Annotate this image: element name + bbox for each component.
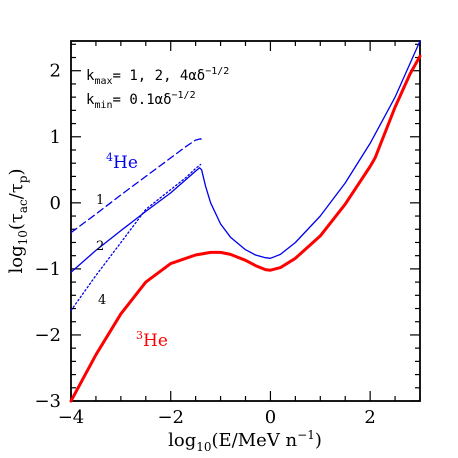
curve-label-4: 4 <box>98 293 106 308</box>
series-he4-k2 <box>70 40 421 273</box>
series-he3 <box>69 54 422 403</box>
tick-labels: −4 −2 0 2 −3 −2 −1 0 1 2 <box>34 61 375 428</box>
x-tick-label: −2 <box>157 407 184 428</box>
series-he4-k1 <box>70 138 204 234</box>
y-tick-label: 2 <box>50 61 61 82</box>
x-axis-label: log10(E/MeV n−1) <box>168 428 322 454</box>
y-tick-label: 0 <box>50 193 61 214</box>
y-axis-label: log10(τac/τp) <box>6 168 30 273</box>
curve-label-2: 2 <box>96 239 104 254</box>
axis-ticks <box>70 41 421 402</box>
y-tick-label: −3 <box>34 391 61 412</box>
x-tick-label: 0 <box>265 407 276 428</box>
series-lines <box>69 40 422 403</box>
series-he4-k4 <box>70 163 202 312</box>
x-tick-label: 2 <box>364 407 375 428</box>
y-tick-label: −1 <box>34 259 61 280</box>
curve-label-1: 1 <box>96 193 104 208</box>
he3-label: 3He <box>136 329 168 351</box>
x-tick-label: −4 <box>58 407 85 428</box>
y-tick-label: −2 <box>34 325 61 346</box>
y-tick-label: 1 <box>50 127 61 148</box>
annotation-kmax: kmax= 1, 2, 4αδ−1/2 <box>86 66 229 87</box>
he4-label: 4He <box>106 151 138 173</box>
annotation-kmin: kmin= 0.1αδ−1/2 <box>86 90 196 111</box>
